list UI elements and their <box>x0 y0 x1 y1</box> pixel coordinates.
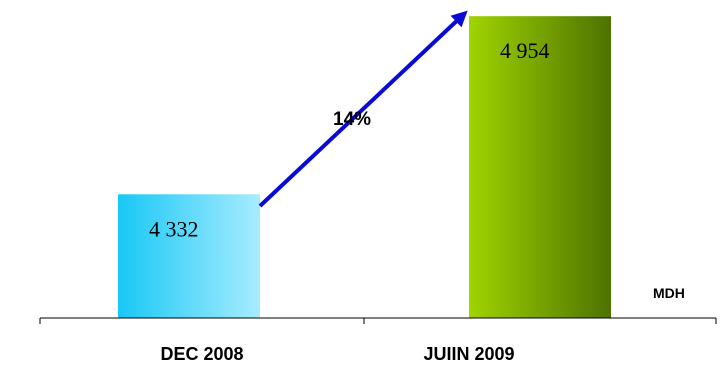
bar-value-label: 4 332 <box>149 216 199 241</box>
bar-2 <box>469 16 611 318</box>
growth-percentage: 14% <box>333 109 371 130</box>
unit-label: MDH <box>653 285 685 301</box>
category-label: JUIIN 2009 <box>423 344 514 364</box>
bar-1 <box>118 194 260 318</box>
growth-arrow <box>258 10 468 208</box>
labels-group: 4 332 DEC 2008 4 954 JUIIN 2009 <box>149 38 550 364</box>
category-label: DEC 2008 <box>160 344 243 364</box>
bars-group <box>118 16 611 318</box>
bar-value-label: 4 954 <box>500 38 550 63</box>
